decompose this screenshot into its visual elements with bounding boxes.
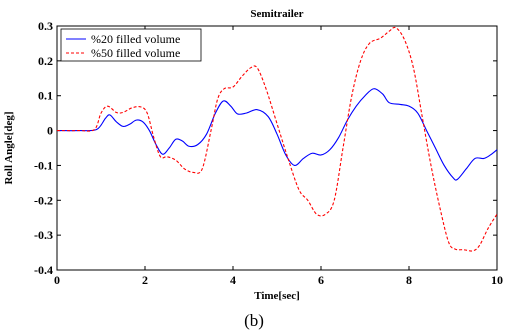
legend: %20 filled volume%50 filled volume	[60, 28, 202, 62]
y-tick-label: 0	[47, 124, 53, 138]
plot-area: 0 2 4 6 8 10 0.3 0.2 0.1 0 -0.1 -0.2 -0.3 -0.4	[34, 19, 503, 287]
y-axis-label: Roll Angle[deg]	[3, 111, 15, 184]
x-tick-label: 8	[406, 273, 412, 287]
y-tick-label: -0.4	[34, 263, 53, 277]
y-tick-label: -0.1	[34, 158, 53, 172]
y-tick-label: -0.2	[34, 193, 53, 207]
chart-title: Semitrailer	[250, 8, 303, 20]
x-tick-label: 6	[318, 273, 324, 287]
legend-label: %50 filled volume	[91, 46, 180, 60]
x-tick-label: 2	[142, 273, 148, 287]
figure-caption: (b)	[244, 311, 264, 330]
y-tick-label: 0.1	[38, 89, 53, 103]
legend-box	[60, 28, 202, 62]
x-tick-label: 0	[54, 273, 60, 287]
y-tick-label: 0.3	[38, 19, 53, 33]
x-tick-label: 10	[491, 273, 503, 287]
x-tick-label: 4	[230, 273, 236, 287]
x-axis-label: Time[sec]	[254, 290, 300, 302]
axes-frame	[56, 25, 498, 271]
series-line-filled-20	[56, 88, 498, 181]
y-tick-label: 0.2	[38, 54, 53, 68]
legend-label: %20 filled volume	[91, 32, 180, 46]
y-tick-label: -0.3	[34, 228, 53, 242]
series-line-filled-50	[56, 26, 498, 252]
